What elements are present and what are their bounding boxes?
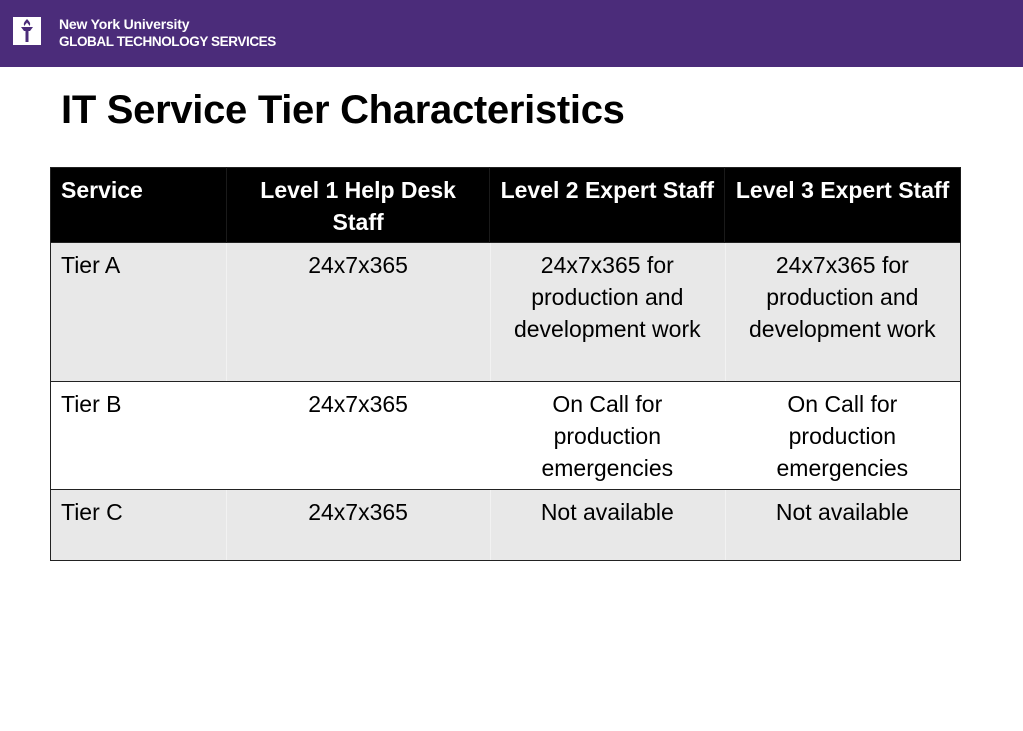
table-cell: Not available <box>724 489 961 561</box>
org-name: New York University GLOBAL TECHNOLOGY SE… <box>59 16 276 50</box>
table-cell: Tier B <box>50 381 227 490</box>
table-header-row: Service Level 1 Help Desk Staff Level 2 … <box>50 167 961 243</box>
table-cell: 24x7x365 <box>226 381 490 490</box>
table-cell: 24x7x365 <box>226 242 490 382</box>
table-row: Tier C 24x7x365 Not available Not availa… <box>50 489 961 561</box>
header-bar: New York University GLOBAL TECHNOLOGY SE… <box>0 0 1023 67</box>
table-row: Tier A 24x7x365 24x7x365 for production … <box>50 242 961 382</box>
column-header-level3: Level 3 Expert Staff <box>724 167 961 243</box>
table-cell: 24x7x365 for production and development … <box>489 242 725 382</box>
table-cell: 24x7x365 <box>226 489 490 561</box>
slide-title: IT Service Tier Characteristics <box>61 88 625 132</box>
table-cell: 24x7x365 for production and development … <box>724 242 961 382</box>
org-name-line2: GLOBAL TECHNOLOGY SERVICES <box>59 34 276 49</box>
nyu-torch-icon <box>13 17 41 45</box>
table-row: Tier B 24x7x365 On Call for production e… <box>50 381 961 490</box>
table-cell: On Call for production emergencies <box>489 381 725 490</box>
column-header-service: Service <box>50 167 227 243</box>
table-cell: Not available <box>489 489 725 561</box>
tier-table: Service Level 1 Help Desk Staff Level 2 … <box>50 167 961 561</box>
table-cell: Tier A <box>50 242 227 382</box>
column-header-level1: Level 1 Help Desk Staff <box>226 167 491 243</box>
column-header-level2: Level 2 Expert Staff <box>489 167 726 243</box>
org-name-line1: New York University <box>59 16 190 32</box>
table-cell: On Call for production emergencies <box>724 381 961 490</box>
table-cell: Tier C <box>50 489 227 561</box>
